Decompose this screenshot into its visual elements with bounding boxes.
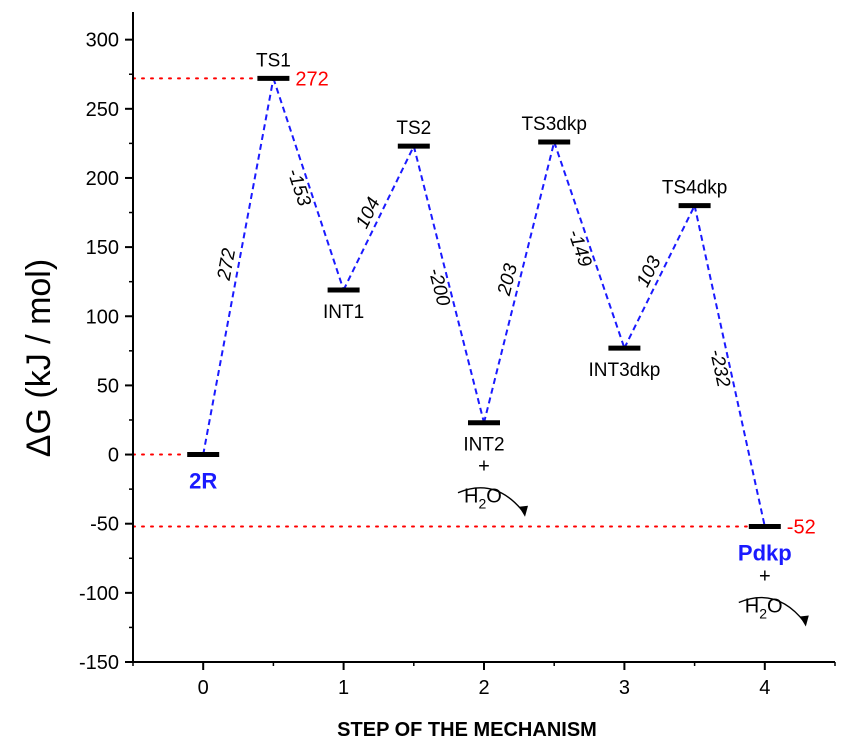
path-segment (623, 205, 696, 349)
difference-label: -232 (705, 347, 734, 389)
path-segment (553, 141, 626, 349)
y-tick-label: 100 (86, 306, 119, 328)
y-tick-label: 150 (86, 237, 119, 259)
reference-label: -52 (787, 516, 816, 538)
x-tick-label: 2 (478, 677, 489, 699)
path-segment (342, 145, 415, 291)
path-segment (483, 141, 556, 423)
state-label: INT1 (323, 302, 364, 323)
energy-levels (187, 75, 781, 529)
path-segment (693, 205, 766, 527)
curved-arrow-icon (738, 596, 806, 623)
arrow-head-icon (519, 505, 528, 517)
difference-label: -153 (283, 166, 315, 209)
y-tick-label: 250 (86, 99, 119, 121)
difference-label: -149 (563, 227, 595, 270)
state-label: TS3dkp (521, 114, 586, 135)
reaction-path (202, 78, 766, 527)
x-tick-label: 0 (198, 677, 209, 699)
plus-sign: + (759, 565, 771, 587)
difference-label: 103 (633, 253, 666, 291)
y-tick-label: 200 (86, 168, 119, 190)
arrow-head-icon (799, 615, 809, 627)
curved-arrow-icon (457, 487, 525, 514)
path-segment (202, 78, 275, 455)
x-tick-label: 1 (338, 677, 349, 699)
x-tick-label: 4 (759, 677, 770, 699)
difference-label: 104 (352, 194, 385, 232)
path-segment (412, 145, 485, 423)
x-axis-title: STEP OF THE MECHANISM (337, 719, 597, 741)
y-tick-label: 300 (86, 30, 119, 52)
path-segment (272, 78, 345, 291)
x-tick-label: 3 (619, 677, 630, 699)
state-label: TS1 (256, 50, 291, 71)
plus-sign: + (478, 456, 490, 478)
reference-lines (132, 77, 748, 528)
state-label: TS2 (396, 118, 431, 139)
difference-label: -200 (424, 266, 454, 308)
y-tick-label: 0 (108, 445, 119, 467)
state-label: INT2 (463, 435, 504, 456)
state-label: Pdkp (738, 540, 792, 565)
y-tick-label: 50 (97, 375, 119, 397)
y-tick-label: -50 (90, 514, 119, 536)
difference-label: 203 (494, 261, 522, 298)
state-label: TS4dkp (662, 178, 727, 199)
state-label: INT3dkp (588, 360, 660, 381)
axes: -150 -100 -50 0 50 100 150 200 250 300 0 1 2 3 4 (79, 12, 836, 699)
state-label: 2R (189, 469, 217, 494)
y-tick-label: -150 (79, 652, 119, 674)
reference-label: 272 (295, 68, 328, 90)
y-tick-label: -100 (79, 583, 119, 605)
y-axis-title: ΔG (kJ / mol) (20, 259, 58, 457)
